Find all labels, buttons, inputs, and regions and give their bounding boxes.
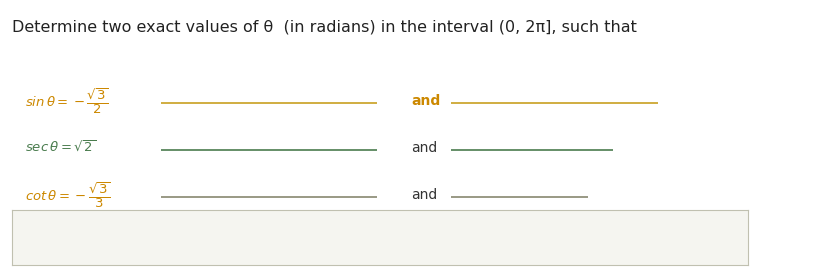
Text: $\mathit{cot}\,\theta = -\dfrac{\sqrt{3}}{3}$: $\mathit{cot}\,\theta = -\dfrac{\sqrt{3}… [25,180,110,209]
Text: $\mathit{sec}\,\theta = \sqrt{2}$: $\mathit{sec}\,\theta = \sqrt{2}$ [25,140,96,155]
Text: and: and [411,188,437,201]
Text: Determine two exact values of θ  (in radians) in the interval (0, 2π], such that: Determine two exact values of θ (in radi… [12,19,637,34]
Text: and: and [411,94,440,108]
Text: $\mathit{sin}\,\theta = -\dfrac{\sqrt{3}}{2}$: $\mathit{sin}\,\theta = -\dfrac{\sqrt{3}… [25,86,108,116]
Text: and: and [411,141,437,155]
